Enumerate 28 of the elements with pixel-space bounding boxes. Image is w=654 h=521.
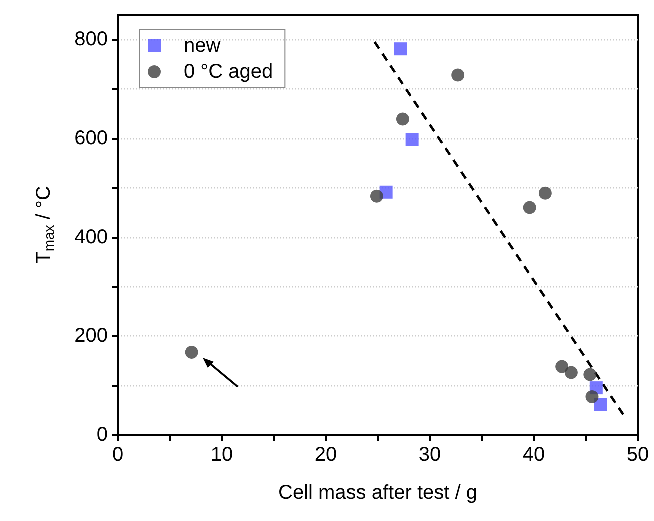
x-tick-label: 10 <box>210 444 234 466</box>
y-tick-label: 200 <box>74 325 108 348</box>
x-axis-title: Cell mass after test / g <box>278 482 478 504</box>
y-tick-label: 800 <box>74 28 108 51</box>
point <box>370 190 384 203</box>
point <box>586 390 599 404</box>
y-tick-label: 600 <box>74 128 108 150</box>
x-tick-label: 40 <box>522 444 546 466</box>
point <box>584 368 597 382</box>
x-tick-label: 30 <box>418 444 442 466</box>
x-tick-label: 50 <box>626 444 650 466</box>
point <box>406 133 419 146</box>
point <box>556 360 569 374</box>
point <box>538 186 552 200</box>
point <box>396 112 410 126</box>
point <box>394 42 408 56</box>
x-tick-label: 0 <box>112 444 124 466</box>
x-tick-label: 20 <box>314 444 338 466</box>
legend-label: 0 °C aged <box>184 61 274 83</box>
y-tick-label: 400 <box>74 226 108 248</box>
y-axis-title: Tmax / °C <box>33 186 57 264</box>
point <box>594 398 608 412</box>
legend-label: new <box>184 35 222 57</box>
point <box>452 68 465 82</box>
point <box>564 366 578 380</box>
point <box>185 346 198 359</box>
y-tick-label: 0 <box>96 424 108 446</box>
point <box>523 201 536 214</box>
